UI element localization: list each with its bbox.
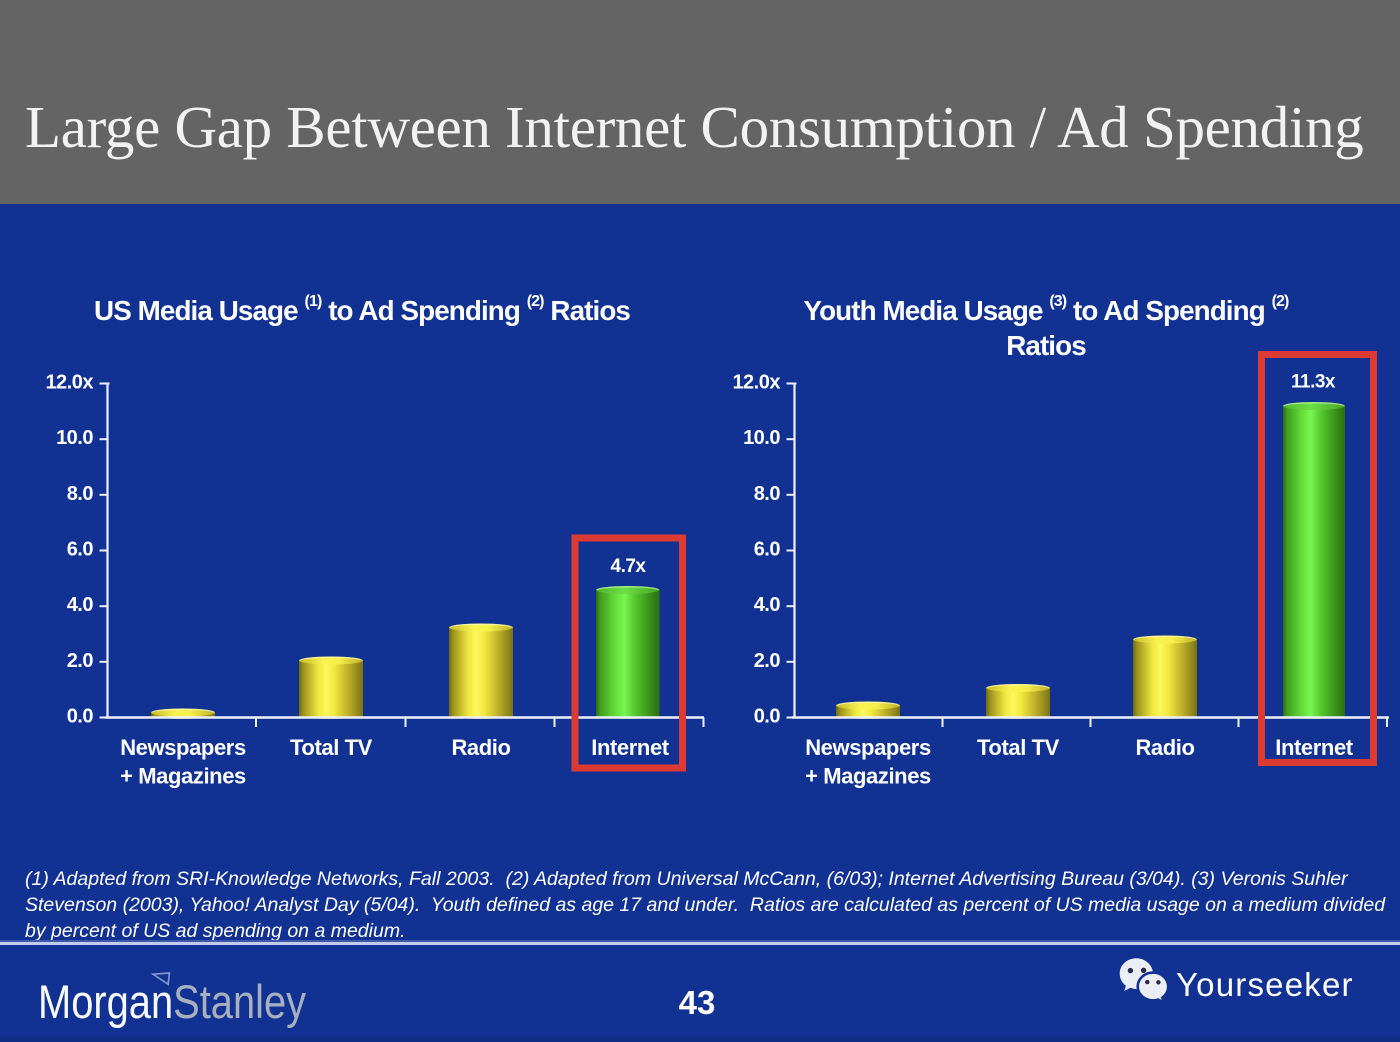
svg-text:8.0: 8.0 — [67, 483, 94, 505]
svg-text:4.7x: 4.7x — [611, 556, 647, 577]
svg-text:8.0: 8.0 — [754, 483, 781, 505]
svg-text:6.0: 6.0 — [67, 539, 94, 561]
svg-text:Internet: Internet — [1275, 735, 1354, 760]
svg-text:12.0x: 12.0x — [732, 372, 780, 394]
svg-text:2.0: 2.0 — [67, 650, 94, 672]
svg-text:Total TV: Total TV — [290, 735, 373, 760]
svg-text:6.0: 6.0 — [754, 539, 781, 561]
svg-text:Youth Media Usage (3) to Ad Sp: Youth Media Usage (3) to Ad Spending (2) — [804, 293, 1290, 326]
svg-text:Newspapers: Newspapers — [805, 735, 931, 760]
svg-text:+ Magazines: + Magazines — [805, 764, 931, 789]
svg-text:Internet: Internet — [591, 735, 670, 760]
svg-text:Newspapers: Newspapers — [120, 735, 246, 760]
svg-text:Total TV: Total TV — [977, 735, 1060, 760]
svg-text:11.3x: 11.3x — [1291, 372, 1336, 393]
svg-text:US Media Usage (1) to Ad Spend: US Media Usage (1) to Ad Spending (2) Ra… — [94, 293, 630, 326]
svg-text:Radio: Radio — [1135, 735, 1194, 760]
svg-text:0.0: 0.0 — [67, 706, 94, 728]
svg-text:4.0: 4.0 — [754, 594, 781, 616]
svg-text:+ Magazines: + Magazines — [120, 764, 246, 789]
svg-text:Ratios: Ratios — [1006, 330, 1086, 361]
svg-text:0.0: 0.0 — [754, 706, 781, 728]
svg-text:2.0: 2.0 — [754, 650, 781, 672]
svg-text:4.0: 4.0 — [67, 594, 94, 616]
svg-text:Radio: Radio — [451, 735, 510, 760]
svg-text:12.0x: 12.0x — [45, 372, 93, 394]
svg-text:10.0: 10.0 — [56, 427, 93, 449]
svg-text:10.0: 10.0 — [743, 427, 780, 449]
